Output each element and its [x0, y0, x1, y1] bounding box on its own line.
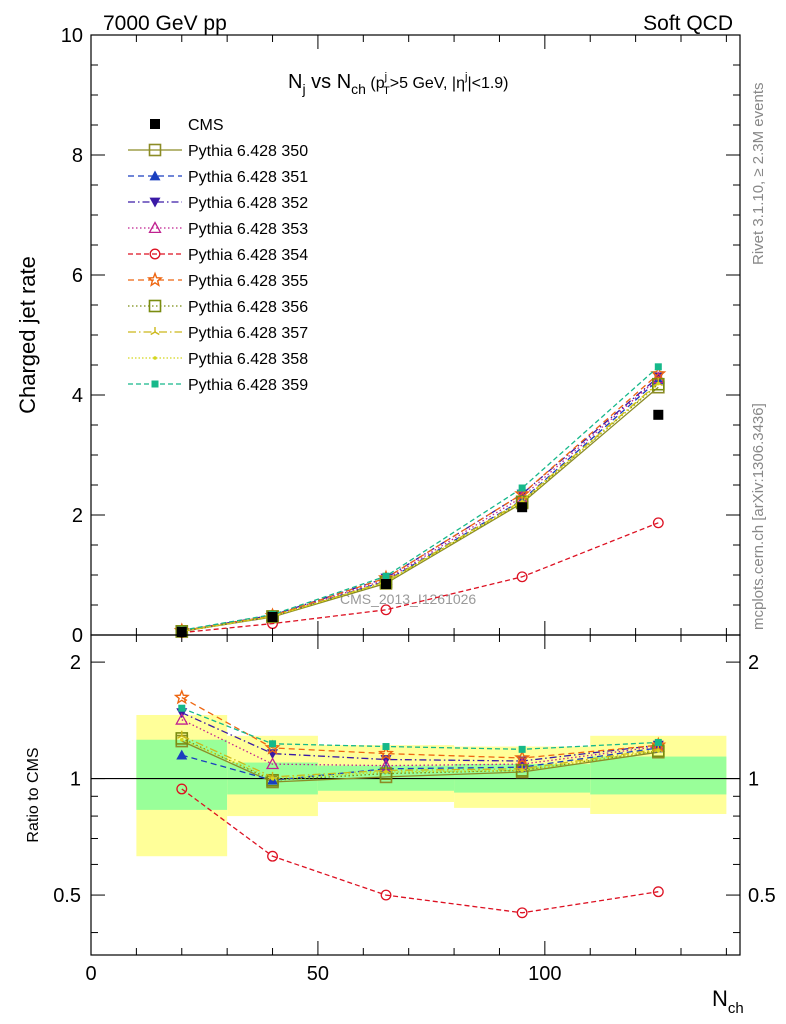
plot-title: Nj vs Nch (pj T>5 GeV, |ηj|<1.9)	[288, 71, 509, 97]
ratio-line-3	[181, 719, 659, 767]
side-rivet-label: Rivet 3.1.10, ≥ 2.3M events	[750, 83, 767, 266]
ratio-point-4-3	[516, 907, 528, 919]
legend-label-7: Pythia 6.428 357	[188, 325, 308, 342]
ratio-point-9-1	[269, 740, 277, 748]
ratio-point-9-3	[518, 745, 526, 753]
x-tick-label: 0	[85, 963, 96, 985]
legend-label-2: Pythia 6.428 352	[188, 195, 308, 212]
main-y-tick-label: 4	[72, 385, 83, 407]
legend-marker-9	[151, 380, 159, 388]
legend: CMS Pythia 6.428 350 Pythia 6.428 351 Pythi…	[128, 117, 308, 394]
ratio-point-3-0	[175, 712, 189, 725]
ratio-point-4-2	[380, 889, 392, 901]
legend-label-5: Pythia 6.428 355	[188, 273, 308, 290]
ratio-point-4-0	[176, 783, 188, 795]
legend-label-0: Pythia 6.428 350	[188, 143, 308, 160]
y-axis-label-ratio: Ratio to CMS	[25, 747, 42, 842]
main-y-tick-label: 10	[61, 25, 83, 47]
cms-point-2	[381, 579, 391, 589]
y-axis-label-main: Charged jet rate	[15, 256, 40, 414]
main-y-tick-label: 2	[72, 505, 83, 527]
legend-marker-5	[146, 271, 164, 287]
ratio-line-0	[181, 740, 659, 783]
main-point-9-4	[654, 363, 662, 371]
legend-marker-7	[150, 327, 160, 336]
x-tick-label: 50	[307, 963, 329, 985]
legend-label-8: Pythia 6.428 358	[188, 351, 308, 368]
main-point-8-4	[656, 381, 661, 386]
x-axis-label: Nch	[712, 986, 744, 1017]
process-label: Soft QCD	[643, 12, 733, 35]
ratio-point-5-0	[173, 689, 190, 705]
ratio-series-group	[173, 689, 667, 919]
ratio-y-tick-label-right: 2	[748, 652, 759, 674]
energy-label: 7000 GeV pp	[103, 12, 227, 35]
ratio-y-tick-label-right: 0.5	[748, 885, 776, 907]
legend-label-9: Pythia 6.428 359	[188, 377, 308, 394]
main-point-5-4	[650, 365, 667, 381]
ratio-point-9-0	[178, 704, 186, 712]
ratio-y-tick-label: 2	[70, 652, 81, 674]
main-line-4	[181, 522, 659, 634]
main-y-tick-label: 8	[72, 145, 83, 167]
ratio-y-tick-label-right: 1	[748, 769, 759, 791]
legend-label-3: Pythia 6.428 353	[188, 221, 308, 238]
legend-marker-2	[149, 197, 161, 208]
ratio-point-8-2	[384, 770, 388, 774]
legend-marker-cms	[150, 119, 160, 129]
ratio-point-1-0	[176, 749, 188, 760]
legend-marker-1	[149, 170, 161, 181]
legend-marker-0	[148, 143, 162, 157]
legend-marker-8	[153, 356, 157, 360]
ratio-point-5-2	[377, 745, 395, 761]
ratio-frame	[90, 634, 741, 956]
ratio-point-7-0	[177, 730, 187, 739]
analysis-watermark: CMS_2013_I1261026	[340, 591, 476, 607]
legend-marker-4	[149, 248, 161, 260]
x-tick-label: 100	[528, 963, 561, 985]
ratio-y-tick-label: 1	[70, 769, 81, 791]
band-stat-4	[590, 756, 727, 795]
ratio-point-4-4	[652, 886, 664, 898]
legend-marker-6	[148, 299, 162, 313]
ratio-point-8-4	[656, 748, 661, 753]
ratio-line-4	[181, 788, 659, 914]
ratio-point-9-2	[382, 743, 390, 751]
side-mcplots-label: mcplots.cern.ch [arXiv:1306.3436]	[750, 403, 767, 630]
ratio-point-8-0	[179, 737, 184, 742]
main-point-9-3	[518, 484, 526, 492]
ratio-uncertainty-bands	[91, 714, 740, 857]
ratio-point-5-1	[264, 739, 281, 755]
legend-label-6: Pythia 6.428 356	[188, 299, 308, 316]
ratio-y-tick-label: 0.5	[53, 885, 81, 907]
main-point-4-3	[516, 571, 528, 583]
main-point-4-2	[380, 604, 392, 616]
ratio-point-3-1	[265, 757, 280, 770]
main-y-tick-label: 0	[72, 625, 83, 647]
main-line-6	[181, 383, 659, 633]
legend-label-cms: CMS	[188, 117, 224, 134]
main-point-9-2	[382, 572, 390, 580]
legend-label-4: Pythia 6.428 354	[188, 247, 308, 264]
axes-group: 0 2 4 6 8 10 0.5 0.5 1 1 2 2 0 50 100	[53, 25, 776, 985]
legend-label-1: Pythia 6.428 351	[188, 169, 308, 186]
ratio-line-1	[181, 747, 659, 781]
ratio-point-5-3	[514, 749, 531, 765]
cms-point-1	[267, 612, 278, 622]
ratio-point-4-1	[267, 850, 278, 862]
main-series-group	[173, 363, 667, 639]
ratio-point-9-4	[654, 738, 662, 746]
main-y-tick-label: 6	[72, 265, 83, 287]
ratio-point-8-3	[520, 768, 524, 773]
cms-point-4	[653, 409, 664, 420]
legend-marker-3	[148, 221, 162, 234]
cms-point-3	[517, 502, 528, 513]
ratio-point-8-1	[270, 776, 275, 781]
main-point-4-4	[652, 517, 664, 529]
